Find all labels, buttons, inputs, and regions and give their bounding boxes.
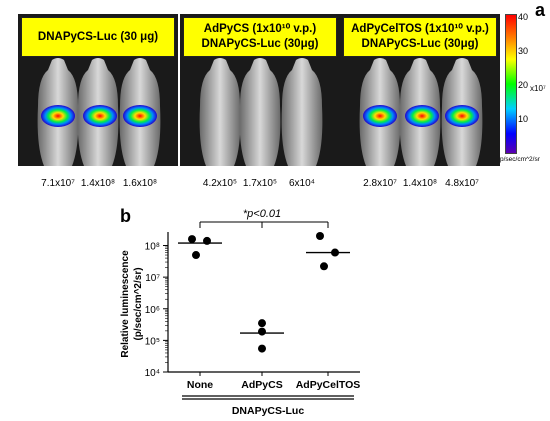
flux-value: 1.4x10⁸ [402,178,438,189]
mouse-body [239,58,281,166]
data-point [258,327,266,336]
group-title: AdPyCelTOS (1x10¹⁰ v.p.) DNAPyCS-Luc (30μ… [343,17,497,57]
colorbar-tick-40: 40 [518,12,529,22]
mice-image [37,58,161,166]
mouse [399,58,441,166]
mouse [281,58,323,166]
y-tick-label: 10⁶ [145,305,160,316]
imaging-panel-1: DNAPyCS-Luc (30 μg) [18,14,178,166]
flux-value: 4.8x10⁷ [445,178,479,189]
mouse [119,58,161,166]
mouse [359,58,401,166]
x-category-label: AdPyCS [241,379,282,391]
flux-value: 1.4x10⁸ [80,178,116,189]
mouse [441,58,483,166]
y-tick-label: 10⁷ [145,273,160,284]
group-title-line: DNAPyCS-Luc (30 μg) [37,30,159,43]
group-title-line: DNAPyCS-Luc (30μg) [361,38,479,50]
x-category-label: None [187,379,213,391]
data-point [320,262,328,271]
luminescence-signal [41,105,75,127]
data-point [192,251,200,260]
mouse [199,58,241,166]
imaging-panel-2: AdPyCS (1x10¹⁰ v.p.) DNAPyCS-Luc (30μg) [180,14,340,166]
x-category-label: AdPyCelTOS [296,379,361,391]
panel-b-letter: b [120,206,131,226]
y-axis-label-line: (p/sec/cm^2/sr) [133,267,144,340]
colorbar-tick-30: 30 [518,46,529,56]
mice-image [359,58,483,166]
data-point [258,344,266,353]
group-label: DNAPyCS-Luc [232,405,305,417]
colorbar [505,14,517,154]
flux-value: 6x10⁴ [289,178,315,189]
colorbar-tick-10: 10 [518,114,529,124]
y-tick-label: 10⁴ [145,368,160,379]
flux-value: 2.8x10⁷ [363,178,397,189]
data-point [258,319,266,328]
y-tick-label: 10⁸ [145,242,160,253]
mouse [239,58,281,166]
flux-value: 1.7x10⁵ [242,178,278,189]
panel-a-letter: a [535,0,546,20]
group-title: AdPyCS (1x10¹⁰ v.p.) DNAPyCS-Luc (30μg) [183,17,337,57]
significance-label: *p<0.01 [243,208,281,220]
mouse [37,58,79,166]
data-point [316,232,324,240]
flux-value: 4.2x10⁵ [202,178,238,189]
mouse-body [281,58,323,166]
colorbar-exponent: x10⁷ [530,84,546,93]
imaging-panel-3: AdPyCelTOS (1x10¹⁰ v.p.) DNAPyCS-Luc (30μ… [340,14,500,166]
luminescence-signal [83,105,117,127]
flux-value: 1.6x10⁸ [122,178,158,189]
mice-image [199,58,323,166]
luminescence-signal [445,105,479,127]
colorbar-tick-20: 20 [518,80,529,90]
luminescence-signal [405,105,439,127]
mouse [77,58,119,166]
colorbar-unit: p/sec/cm^2/sr [500,156,540,163]
data-point [188,235,196,244]
flux-value: 7.1x10⁷ [41,178,75,189]
y-axis-label-line: Relative luminescence [120,250,131,358]
group-title-line: AdPyCS (1x10¹⁰ v.p.) [203,23,317,35]
y-tick-label: 10⁵ [145,336,160,347]
group-title-line: AdPyCelTOS (1x10¹⁰ v.p.) [351,23,489,35]
y-axis-label: Relative luminescence (p/sec/cm^2/sr) [120,250,144,358]
group-title-line: DNAPyCS-Luc (30μg) [201,38,319,50]
mouse-body [199,58,241,166]
group-title: DNAPyCS-Luc (30 μg) [21,17,175,57]
luminescence-signal [123,105,157,127]
luminescence-signal [363,105,397,127]
